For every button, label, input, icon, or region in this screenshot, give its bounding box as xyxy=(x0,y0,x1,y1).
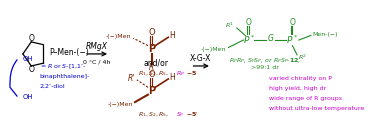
Text: O: O xyxy=(28,65,34,74)
Text: P: P xyxy=(148,44,155,54)
Text: -(−)Men: -(−)Men xyxy=(201,47,227,52)
Text: -(−)Men: -(−)Men xyxy=(108,102,133,107)
Text: without ultra-low temperature: without ultra-low temperature xyxy=(269,106,364,111)
Text: and/or: and/or xyxy=(144,59,169,68)
Text: 0 °C / 4h: 0 °C / 4h xyxy=(83,60,111,65)
Text: X-G-X: X-G-X xyxy=(190,54,211,63)
Text: H: H xyxy=(169,31,175,40)
Text: $R_1,S_2,R_5,$: $R_1,S_2,R_5,$ xyxy=(138,69,169,78)
Text: $P^*$: $P^*$ xyxy=(286,34,299,46)
Text: O: O xyxy=(148,28,155,37)
Text: O: O xyxy=(28,34,34,43)
Text: 2,2’-diol: 2,2’-diol xyxy=(40,84,65,89)
Text: R: R xyxy=(149,63,154,72)
Text: = $R$ or $S$-[1,1’-: = $R$ or $S$-[1,1’- xyxy=(40,61,86,71)
Text: OH: OH xyxy=(23,94,34,100)
Text: O: O xyxy=(148,70,155,79)
Text: $S_P$: $S_P$ xyxy=(176,111,184,119)
Text: $R_1,S_2,R_5,$: $R_1,S_2,R_5,$ xyxy=(138,111,169,119)
Text: H: H xyxy=(169,73,175,82)
Text: high yield, high dr: high yield, high dr xyxy=(269,86,327,91)
Text: $R_P$: $R_P$ xyxy=(176,69,185,78)
Text: G: G xyxy=(267,34,273,43)
Text: $R^1$: $R^1$ xyxy=(225,21,234,30)
Text: R': R' xyxy=(128,73,135,83)
Text: binaphthalene]-: binaphthalene]- xyxy=(40,74,90,79)
Text: $P^*$: $P^*$ xyxy=(243,34,255,46)
Text: P–Men-(−): P–Men-(−) xyxy=(49,48,88,57)
Text: $R^2$: $R^2$ xyxy=(298,53,307,62)
Text: RMgX: RMgX xyxy=(86,42,108,51)
Text: wide range of R groups: wide range of R groups xyxy=(269,96,342,101)
Text: >99:1 dr: >99:1 dr xyxy=(251,65,279,70)
Text: OH: OH xyxy=(23,56,34,62)
Text: O: O xyxy=(246,18,252,27)
Text: P: P xyxy=(148,86,155,96)
Text: $\mathbf{-5}$: $\mathbf{-5}$ xyxy=(186,69,197,77)
Text: Men-(−): Men-(−) xyxy=(313,32,338,37)
Text: $\mathbf{-5'}$: $\mathbf{-5'}$ xyxy=(186,111,199,119)
Text: varied chirality on P: varied chirality on P xyxy=(269,75,332,81)
Text: $R_PR_P$, $S_PS_P$, or $R_PS_P$-$\mathbf{12}$,: $R_PR_P$, $S_PS_P$, or $R_PS_P$-$\mathbf… xyxy=(229,56,301,65)
Text: O: O xyxy=(290,18,295,27)
Text: -(−)Men: -(−)Men xyxy=(106,34,131,39)
